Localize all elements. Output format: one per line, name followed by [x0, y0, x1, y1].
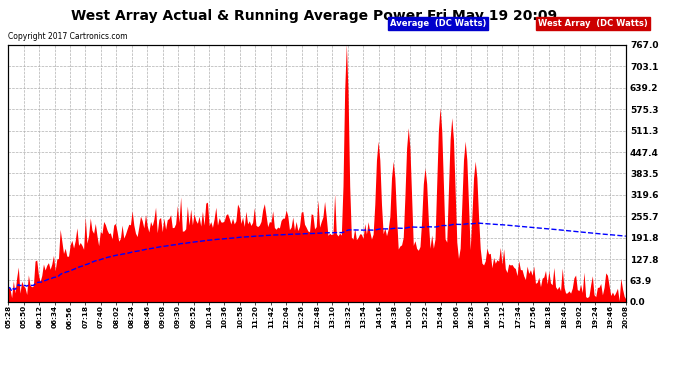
Text: West Array  (DC Watts): West Array (DC Watts) [538, 19, 648, 28]
Text: Copyright 2017 Cartronics.com: Copyright 2017 Cartronics.com [8, 32, 128, 41]
Text: West Array Actual & Running Average Power Fri May 19 20:09: West Array Actual & Running Average Powe… [71, 9, 557, 23]
Text: Average  (DC Watts): Average (DC Watts) [390, 19, 486, 28]
